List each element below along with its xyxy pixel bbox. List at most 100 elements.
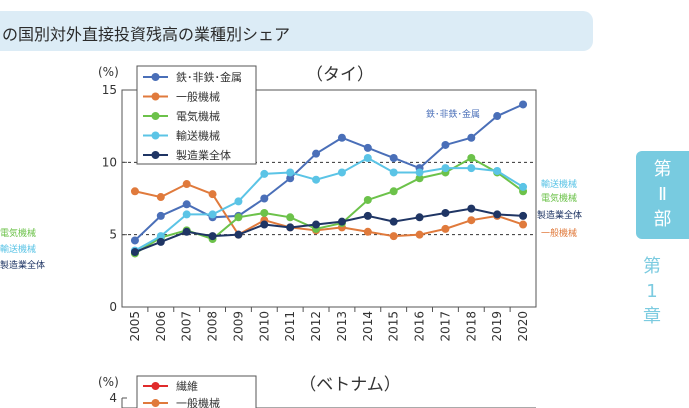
- data-point: [337, 133, 346, 142]
- data-point: [467, 133, 476, 142]
- data-point: [130, 187, 139, 196]
- data-point: [234, 213, 243, 222]
- data-point: [519, 211, 528, 220]
- data-point: [467, 153, 476, 162]
- x-tick-label: 2011: [283, 311, 297, 342]
- x-tick-label: 2009: [231, 311, 245, 342]
- y-axis-unit: (%): [98, 375, 119, 389]
- legend-label: 製造業全体: [176, 148, 231, 162]
- data-point: [234, 197, 243, 206]
- data-point: [415, 230, 424, 239]
- data-point: [389, 217, 398, 226]
- x-tick-label: 2020: [516, 311, 530, 342]
- data-point: [363, 227, 372, 236]
- data-point: [260, 208, 269, 217]
- data-point: [182, 180, 191, 189]
- series-line: [134, 103, 524, 242]
- left-partial-label: 輸送機械: [0, 245, 37, 255]
- x-tick-label: 2006: [154, 311, 168, 342]
- data-point: [130, 248, 139, 257]
- x-tick-label: 2005: [128, 311, 142, 342]
- legend-label: 電気機械: [176, 109, 220, 123]
- legend-swatch-marker: [151, 151, 160, 159]
- legend-label: 一般機械: [176, 90, 220, 104]
- x-tick-label: 2019: [490, 311, 504, 342]
- series-line: [134, 156, 524, 255]
- data-point: [467, 204, 476, 213]
- x-tick-label: 2014: [361, 311, 375, 342]
- data-point: [363, 211, 372, 220]
- y-tick-label: 5: [109, 228, 117, 242]
- section-title-bar: の国別対外直接投資残高の業種別シェア: [0, 11, 593, 51]
- data-point: [519, 220, 528, 229]
- x-tick-label: 2017: [438, 311, 452, 342]
- x-tick-label: 2010: [257, 311, 271, 342]
- part-tab-label: 第 Ⅱ 部: [653, 159, 672, 230]
- chart-title: （タイ）: [306, 65, 374, 85]
- legend-label: 鉄･非鉄･金属: [176, 70, 242, 84]
- legend-swatch-marker: [151, 382, 160, 390]
- data-point: [389, 187, 398, 196]
- series-end-label: 輸送機械: [541, 178, 577, 190]
- left-partial-label: 電気機械: [0, 229, 37, 239]
- series-end-label: 鉄･非鉄･金属: [426, 108, 480, 120]
- legend-swatch-marker: [151, 112, 160, 120]
- data-point: [519, 182, 528, 191]
- data-point: [260, 194, 269, 203]
- data-point: [363, 153, 372, 162]
- data-point: [415, 168, 424, 177]
- data-point: [337, 217, 346, 226]
- legend-label: 輸送機械: [176, 129, 220, 143]
- x-tick-label: 2016: [413, 311, 427, 342]
- x-tick-label: 2012: [309, 311, 323, 342]
- data-point: [441, 208, 450, 217]
- series-end-label: 電気機械: [541, 192, 577, 204]
- data-point: [389, 168, 398, 177]
- x-tick-label: 2008: [206, 311, 220, 342]
- data-point: [312, 220, 321, 229]
- data-point: [363, 143, 372, 152]
- legend-swatch-marker: [151, 131, 160, 140]
- data-point: [467, 164, 476, 173]
- series-end-label: 製造業全体: [537, 209, 582, 221]
- data-point: [156, 237, 165, 246]
- chapter-label: 第 1 章: [643, 256, 661, 327]
- data-point: [286, 213, 295, 222]
- data-point: [389, 232, 398, 241]
- data-point: [493, 112, 502, 121]
- series-line: [134, 182, 524, 238]
- x-tick-label: 2015: [387, 311, 401, 342]
- y-tick-label: 0: [109, 300, 117, 314]
- data-point: [467, 216, 476, 225]
- data-point: [415, 174, 424, 183]
- data-point: [441, 164, 450, 173]
- data-point: [286, 168, 295, 177]
- data-point: [260, 169, 269, 178]
- y-tick-label: 4: [109, 391, 117, 405]
- data-point: [182, 210, 191, 219]
- legend-swatch-marker: [151, 92, 160, 101]
- legend-swatch-marker: [151, 399, 160, 407]
- part-tab: 第 Ⅱ 部: [636, 151, 689, 239]
- data-point: [312, 175, 321, 184]
- data-point: [156, 211, 165, 220]
- data-point: [156, 193, 165, 202]
- data-point: [286, 223, 295, 232]
- data-point: [519, 100, 528, 109]
- legend-label: 一般機械: [176, 396, 220, 408]
- data-point: [234, 230, 243, 239]
- data-point: [260, 220, 269, 229]
- data-point: [441, 140, 450, 149]
- legend-swatch-marker: [151, 73, 160, 81]
- series-line: [134, 207, 524, 253]
- y-axis-unit: (%): [98, 65, 119, 79]
- data-point: [337, 168, 346, 177]
- left-partial-label: 製造業全体: [0, 261, 46, 271]
- data-point: [130, 236, 139, 245]
- series-line: [134, 156, 524, 252]
- data-point: [208, 232, 217, 241]
- data-point: [208, 210, 217, 219]
- data-point: [208, 190, 217, 199]
- legend-label: 繊維: [176, 380, 198, 393]
